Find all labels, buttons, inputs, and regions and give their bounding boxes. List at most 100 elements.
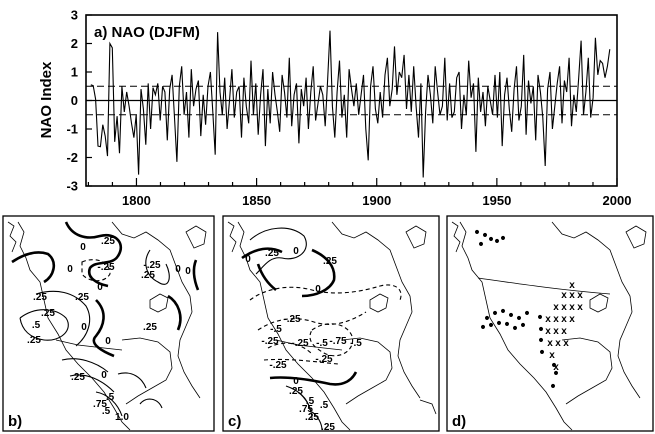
x-tick-label: 1850 <box>242 193 271 208</box>
contour-label: -.5 <box>316 338 328 349</box>
contour-label: .25 <box>41 308 55 319</box>
significance-dot: • <box>549 379 557 395</box>
contour-label: -.5 <box>270 324 282 335</box>
significance-cross: x <box>553 314 559 325</box>
map-panel-d: • •••••• • • • • •• • • • • • •••••••xx x xx x x xx x x xx x x… <box>446 215 654 432</box>
contour-label: .25 <box>289 386 303 397</box>
contour-label: .25 <box>323 256 337 267</box>
significance-cross: x <box>577 290 583 301</box>
contour-label: 0 <box>185 266 191 277</box>
significance-dot: • <box>550 358 558 374</box>
contour-label: 0 <box>67 264 73 275</box>
significance-cross: x <box>561 290 567 301</box>
significance-dot: • <box>538 345 546 361</box>
coastline-b <box>7 221 207 431</box>
contour-label: .75 <box>299 404 313 415</box>
significance-cross: x <box>555 338 561 349</box>
significance-dot: • <box>493 234 501 250</box>
x-tick-label: 1900 <box>362 193 391 208</box>
significance-dot: • <box>491 306 499 322</box>
significance-dot: • <box>523 306 531 322</box>
map-panel-b: 0.250 -.25.25.2500.250.25.5.250-.250.250.… <box>2 215 215 432</box>
significance-dot: • <box>519 318 527 334</box>
x-tick-label: 1950 <box>482 193 511 208</box>
contour-label: .25 <box>27 335 41 346</box>
significance-dot: • <box>483 311 491 327</box>
contour-label: -.25 <box>261 336 279 347</box>
significance-cross: x <box>545 326 551 337</box>
chart-title: a) NAO (DJFM) <box>94 24 200 41</box>
significance-dot: • <box>515 311 523 327</box>
panel-label-d: d) <box>452 413 466 430</box>
contour-label: 0 <box>105 336 111 347</box>
significance-cross: x <box>545 314 551 325</box>
contour-label: -.25 <box>269 360 287 371</box>
contour-label: .25 <box>75 292 89 303</box>
contour-label: .25 <box>101 236 115 247</box>
contours-b <box>11 221 200 417</box>
contour-label: 0 <box>80 242 86 253</box>
contour-label: .25 <box>143 322 157 333</box>
significance-cross: x <box>561 326 567 337</box>
contour-label: 0 <box>245 254 251 265</box>
significance-dot: • <box>537 322 545 338</box>
contour-labels-b: 0.250 -.25.25.2500.250.25.5.250-.250.250.… <box>27 236 191 423</box>
significance-cross: x <box>569 280 575 291</box>
significance-dot: • <box>507 308 515 324</box>
contour-label: -.25 <box>291 338 309 349</box>
contour-label: 0 <box>97 282 103 293</box>
y-axis-label: NAO Index <box>38 61 55 138</box>
contour-label: .25 <box>321 422 335 433</box>
x-axis-ticks: 1800 1850 1900 1950 2000 <box>87 178 631 208</box>
significance-cross: x <box>561 302 567 313</box>
contour-labels-c: .25 00.250-.25-.5-.25 -.5 -.75 -.5-.25-.25-.… <box>245 246 362 433</box>
contour-label: .25 <box>141 270 155 281</box>
significance-cross: x <box>553 362 559 373</box>
panel-label-c: c) <box>228 413 241 430</box>
significance-dot: • <box>473 225 481 241</box>
contour-label: .25 <box>265 248 279 259</box>
contour-label: .25 <box>305 412 319 423</box>
contour-label: .25 <box>33 292 47 303</box>
contour-label: -.25 <box>97 262 115 273</box>
contours-c <box>241 227 402 431</box>
significance-cross: x <box>577 302 583 313</box>
contour-label: .5 <box>306 396 315 407</box>
significance-markers-d: • •••••• • • • • •• • • • • • •••••••xx x xx x x xx x x xx x x… <box>473 225 583 395</box>
contour-label: -.5 <box>350 338 362 349</box>
significance-dot: • <box>552 366 560 382</box>
map-panel-c: .25 00.250-.25-.5-.25 -.5 -.75 -.5-.25-.25-.… <box>222 215 440 433</box>
contour-label: 0 <box>293 246 299 257</box>
x-tick-label: 1800 <box>122 193 151 208</box>
significance-dot: • <box>511 321 519 337</box>
significance-dot: • <box>495 316 503 332</box>
contour-label: .5 <box>320 400 329 411</box>
significance-cross: x <box>569 302 575 313</box>
contour-label: 0 <box>81 322 87 333</box>
panel-label-b: b) <box>8 413 22 430</box>
significance-cross: x <box>549 350 555 361</box>
coastline-d <box>451 221 647 431</box>
significance-cross: x <box>563 338 569 349</box>
contour-label: 0 <box>101 370 107 381</box>
y-tick-label: 1 <box>71 65 78 80</box>
contour-label: -.75 <box>329 336 347 347</box>
significance-dot: • <box>499 304 507 320</box>
significance-dot: • <box>536 310 544 326</box>
y-tick-label: 0 <box>71 93 78 108</box>
y-tick-label: 2 <box>71 36 78 51</box>
contour-label: .75 <box>93 399 107 410</box>
significance-dot: • <box>481 228 489 244</box>
significance-dot: • <box>537 333 545 349</box>
significance-cross: x <box>547 338 553 349</box>
significance-cross: x <box>553 326 559 337</box>
y-tick-label: -3 <box>66 179 78 194</box>
y-tick-label: 3 <box>71 8 78 23</box>
significance-cross: x <box>561 314 567 325</box>
contour-label: .5 <box>106 392 115 403</box>
significance-dot: • <box>479 320 487 336</box>
contour-label: 0 <box>293 376 299 387</box>
contour-label: .5 <box>102 406 111 417</box>
significance-cross: x <box>569 314 575 325</box>
